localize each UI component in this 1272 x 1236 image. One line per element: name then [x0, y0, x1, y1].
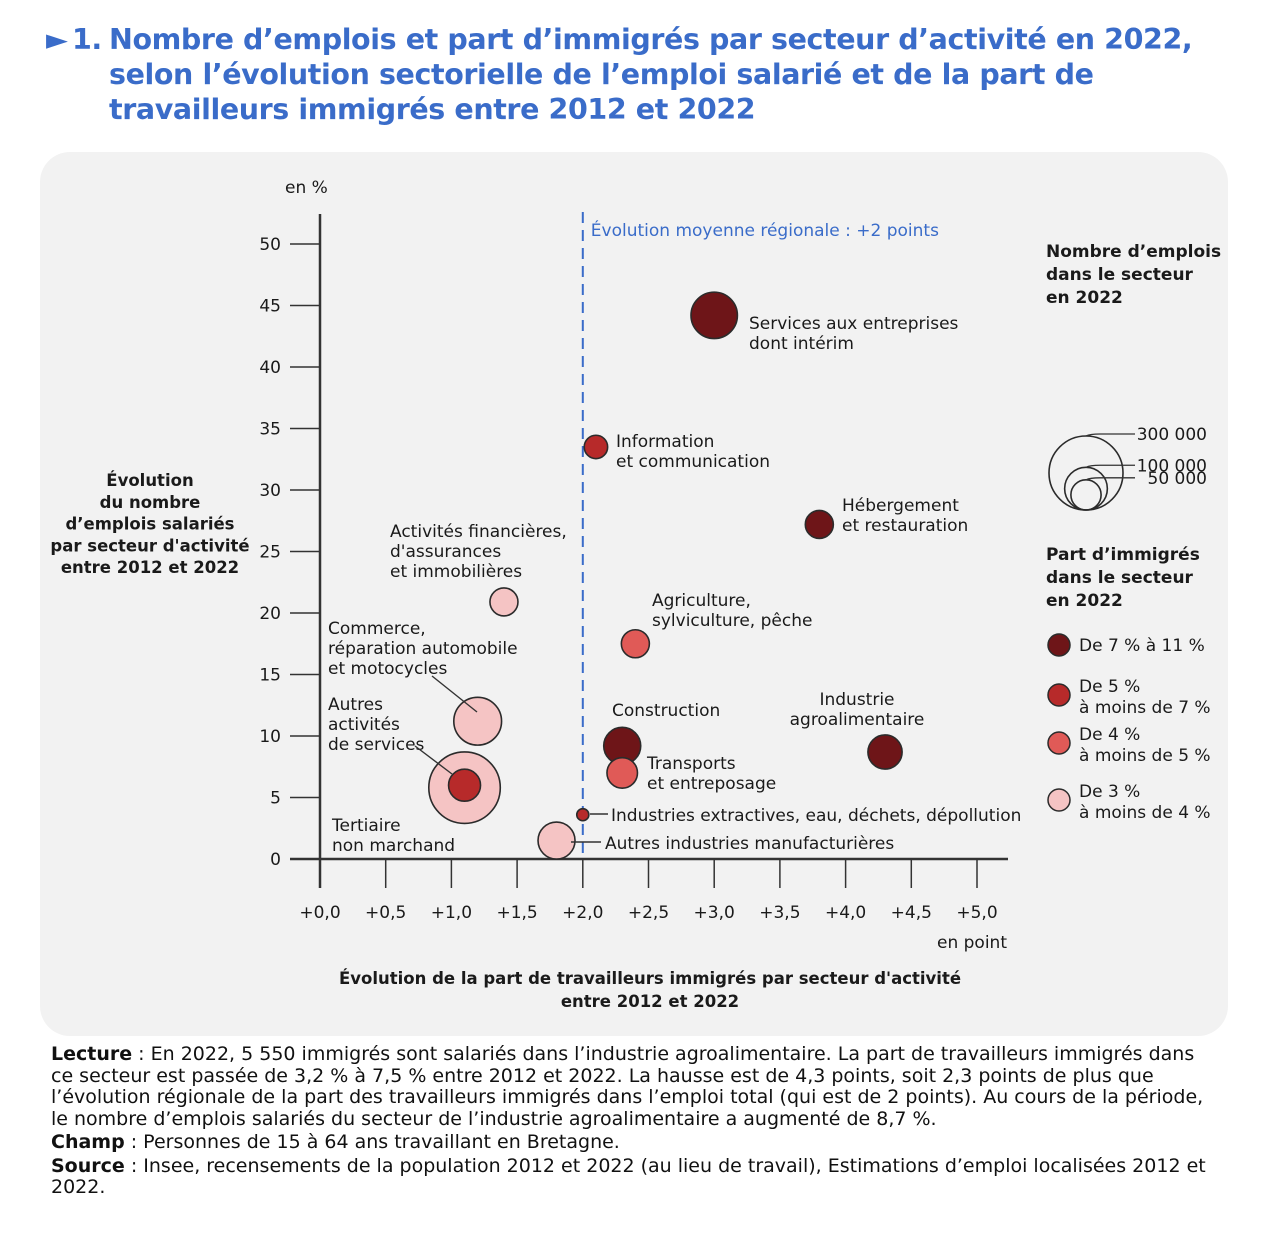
note-text: : Personnes de 15 à 64 ans travaillant e… [124, 1131, 620, 1153]
chart-panel: 0 5 10 15 20 25 30 35 40 45 50 +0,0 +0,5 +1,0 +1,5 +2,0… [40, 152, 1228, 1036]
bubble-label: Agriculture, sylviculture, pêche [652, 591, 812, 631]
x-tick-label: +4,5 [891, 903, 932, 923]
y-tick-label: 0 [270, 850, 281, 870]
reference-line-label: Évolution moyenne régionale : +2 points [591, 219, 939, 241]
x-tick-label: +2,0 [562, 903, 603, 923]
bubble-point [867, 734, 903, 770]
leader-line [431, 675, 478, 713]
bubble-point [804, 509, 835, 540]
size-legend-label: 50 000 [1148, 469, 1207, 489]
x-unit-label: en point [937, 933, 1007, 953]
x-tick-label: +1,0 [431, 903, 472, 923]
size-legend-leader [1085, 433, 1135, 437]
bubble-label: Commerce, réparation automobile et motocyc… [328, 619, 518, 679]
chart-notes: Lecture : En 2022, 5 550 immigrés sont s… [51, 1043, 1221, 1201]
chart-title: ► 1. Nombre d’emplois et part d’immigrés… [46, 22, 1246, 127]
bubble-point [575, 807, 590, 822]
color-legend-label: De 5 % à moins de 7 % [1079, 677, 1211, 718]
color-legend-label: De 3 % à moins de 4 % [1079, 782, 1211, 823]
note-label: Champ [51, 1131, 125, 1153]
title-line: Nombre d’emplois et part d’immigrés par … [109, 23, 1193, 56]
bubble-point [606, 756, 639, 789]
size-legend-leader [1085, 477, 1135, 481]
color-legend-label: De 4 % à moins de 5 % [1079, 725, 1211, 766]
bubble-chart: 0 5 10 15 20 25 30 35 40 45 50 +0,0 +0,5 +1,0 +1,5 +2,0… [50, 178, 1221, 1011]
note-text: : Insee, recensements de la population 2… [51, 1154, 1206, 1198]
size-legend-circle [1048, 435, 1124, 511]
size-legend-label: 100 000 [1137, 456, 1207, 476]
y-tick-label: 40 [259, 358, 281, 378]
y-tick-label: 30 [259, 481, 281, 501]
x-tick-label: +3,5 [759, 903, 800, 923]
color-legend-label: De 7 % à 11 % [1079, 636, 1205, 656]
leader-line [414, 745, 453, 775]
bubble-label: Autres activités de services [328, 695, 425, 755]
bubble-label: Industrie agroalimentaire [790, 690, 925, 730]
y-tick-label: 10 [259, 727, 281, 747]
y-tick-label: 20 [259, 604, 281, 624]
bubble-point [583, 434, 609, 460]
bubble-label: Construction [612, 701, 720, 721]
title-line: travailleurs immigrés entre 2012 et 2022 [109, 93, 756, 126]
size-legend-circle [1063, 466, 1109, 511]
note-label: Source [51, 1154, 125, 1177]
size-legend-label: 300 000 [1137, 425, 1207, 445]
title-number: 1. [72, 23, 102, 56]
note-champ: Champ : Personnes de 15 à 64 ans travail… [51, 1131, 1221, 1154]
y-tick-label: 15 [259, 666, 281, 686]
bubble-label: Tertiaire non marchand [331, 816, 455, 856]
bubble-label: Transports et entreposage [646, 754, 776, 794]
title-line: selon l’évolution sectorielle de l’emplo… [109, 58, 1094, 91]
note-label: Lecture [51, 1043, 133, 1065]
size-legend-circle [1070, 478, 1102, 511]
bubble-label: Activités financières, d'assurances et imm… [390, 522, 567, 582]
x-tick-label: +4,0 [825, 903, 866, 923]
y-tick-label: 25 [259, 543, 281, 563]
x-tick-label: +0,0 [299, 903, 340, 923]
note-source: Source : Insee, recensements de la popul… [51, 1154, 1221, 1199]
bubble-point [620, 628, 651, 659]
x-tick-label: +5,0 [956, 903, 997, 923]
x-tick-label: +3,0 [694, 903, 735, 923]
y-unit-label: en % [285, 178, 328, 198]
color-legend-swatch [1047, 683, 1071, 707]
bubble-point [452, 696, 503, 746]
color-legend-swatch [1047, 731, 1071, 755]
y-tick-label: 5 [270, 789, 281, 809]
note-text: : En 2022, 5 550 immigrés sont salariés … [51, 1043, 1204, 1130]
x-tick-label: +2,5 [628, 903, 669, 923]
bubble-point [489, 587, 519, 617]
y-axis-title: Évolution du nombre d’emplois salariés par … [50, 471, 249, 577]
color-legend-swatch [1047, 788, 1071, 812]
x-tick-label: +0,5 [365, 903, 406, 923]
x-axis-title: Évolution de la part de travailleurs imm… [339, 969, 961, 1011]
x-tick-label: +1,5 [496, 903, 537, 923]
bubble-label: Information et communication [616, 432, 770, 472]
bubble-label: Industries extractives, eau, déchets, dé… [611, 806, 1021, 826]
size-legend-title: Nombre d’emplois dans le secteur en 2022 [1046, 242, 1221, 308]
bubble-label: Autres industries manufacturières [605, 834, 894, 854]
color-legend-title: Part d’immigrés dans le secteur en 2022 [1046, 545, 1200, 611]
title-marker: ► [46, 23, 68, 56]
size-legend-leader [1085, 464, 1135, 468]
note-lecture: Lecture : En 2022, 5 550 immigrés sont s… [51, 1043, 1221, 1130]
y-tick-label: 45 [259, 297, 281, 317]
bubble-label: Hébergement et restauration [842, 496, 968, 536]
bubble-point [537, 821, 576, 860]
bubble-point [447, 768, 482, 802]
bubble-point [690, 291, 739, 340]
y-tick-label: 50 [259, 235, 281, 255]
y-tick-label: 35 [259, 420, 281, 440]
bubble-label: Services aux entreprises dont intérim [749, 314, 959, 354]
color-legend-swatch [1047, 633, 1071, 657]
